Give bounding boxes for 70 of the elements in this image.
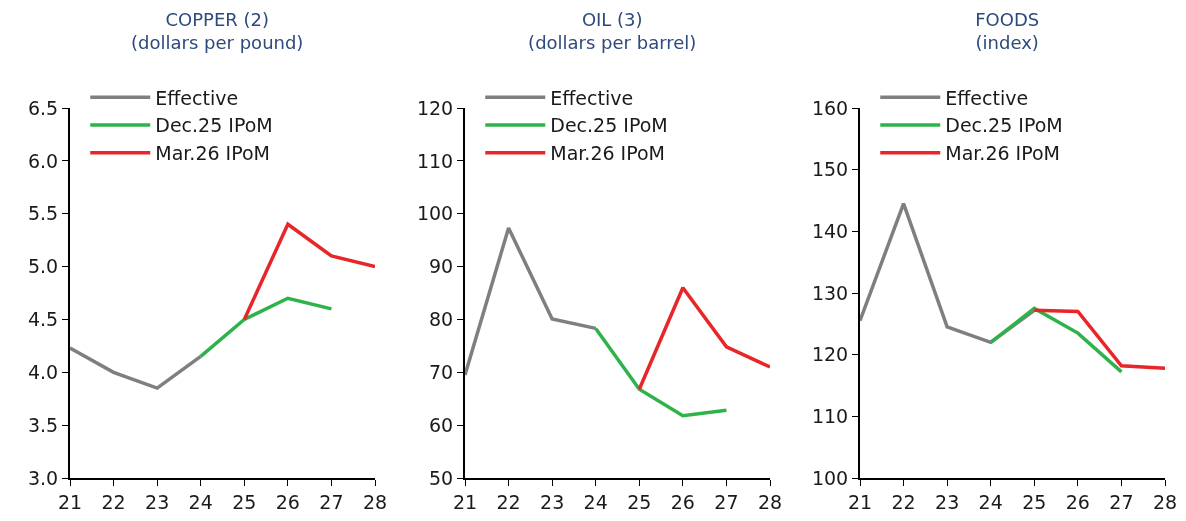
x-tick-label: 27 — [1109, 490, 1134, 513]
legend-label: Mar.26 IPoM — [155, 142, 271, 165]
x-tick-label: 21 — [452, 490, 478, 513]
y-tick-label: 70 — [429, 360, 454, 383]
line-series — [593, 326, 729, 418]
x-tick-label: 27 — [714, 490, 739, 513]
chart-subtitle: (dollars per pound) — [131, 32, 304, 54]
y-tick-label: 80 — [429, 308, 454, 331]
y-tick-label: 6.0 — [27, 149, 59, 172]
line-series — [637, 285, 770, 391]
x-tick-label: 27 — [319, 490, 344, 513]
chart-title: OIL (3) — [581, 9, 643, 31]
y-tick-label: 3.0 — [27, 466, 59, 489]
x-tick-label: 23 — [540, 490, 565, 513]
chart-subtitle: (index) — [975, 32, 1039, 54]
chart-title: FOODS — [975, 9, 1040, 31]
y-tick-label: 5.5 — [27, 202, 59, 225]
legend-label: Effective — [550, 86, 634, 109]
chart-subtitle: (dollars per barrel) — [528, 32, 697, 54]
x-tick-label: 22 — [101, 490, 126, 513]
x-tick-label: 25 — [627, 490, 652, 513]
x-tick-label: 25 — [1022, 490, 1047, 513]
legend-label: Effective — [945, 86, 1029, 109]
y-tick-label: 90 — [429, 255, 454, 278]
y-tick-label: 4.5 — [27, 308, 59, 331]
line-series — [988, 306, 1124, 374]
x-tick-label: 28 — [757, 490, 783, 513]
y-tick-label: 4.0 — [27, 360, 59, 383]
x-tick-label: 28 — [362, 490, 388, 513]
legend-label: Effective — [155, 86, 239, 109]
x-tick-label: 24 — [583, 490, 608, 513]
line-series — [465, 226, 598, 377]
x-tick-label: 22 — [496, 490, 521, 513]
legend-label: Mar.26 IPoM — [550, 142, 666, 165]
y-tick-label: 5.0 — [27, 255, 59, 278]
y-tick-label: 100 — [811, 466, 849, 489]
x-tick-label: 26 — [670, 490, 695, 513]
y-tick-label: 100 — [416, 202, 454, 225]
y-tick-label: 150 — [811, 158, 849, 181]
x-tick-label: 24 — [978, 490, 1003, 513]
x-tick-label: 21 — [57, 490, 83, 513]
x-tick-label: 26 — [275, 490, 300, 513]
y-tick-label: 130 — [811, 281, 849, 304]
x-tick-label: 25 — [232, 490, 257, 513]
legend-label: Dec.25 IPoM — [945, 114, 1063, 137]
y-tick-label: 120 — [416, 96, 454, 119]
chart-title: COPPER (2) — [165, 9, 270, 31]
y-tick-label: 140 — [811, 219, 849, 242]
y-tick-label: 60 — [429, 413, 454, 436]
legend-label: Dec.25 IPoM — [550, 114, 668, 137]
x-tick-label: 24 — [188, 490, 213, 513]
x-tick-label: 21 — [847, 490, 873, 513]
x-tick-label: 28 — [1152, 490, 1178, 513]
y-tick-label: 110 — [416, 149, 454, 172]
legend-label: Dec.25 IPoM — [155, 114, 273, 137]
line-series — [198, 296, 334, 359]
line-series — [70, 346, 203, 390]
x-tick-label: 26 — [1065, 490, 1090, 513]
y-tick-label: 6.5 — [27, 96, 59, 119]
x-tick-label: 23 — [145, 490, 170, 513]
legend-label: Mar.26 IPoM — [945, 142, 1061, 165]
y-tick-label: 110 — [811, 404, 849, 427]
y-tick-label: 120 — [811, 343, 849, 366]
y-tick-label: 160 — [811, 96, 849, 119]
line-series — [242, 222, 375, 322]
y-tick-label: 3.5 — [27, 413, 59, 436]
y-tick-label: 50 — [429, 466, 454, 489]
x-tick-label: 23 — [935, 490, 960, 513]
line-series — [1032, 308, 1165, 370]
x-tick-label: 22 — [891, 490, 916, 513]
